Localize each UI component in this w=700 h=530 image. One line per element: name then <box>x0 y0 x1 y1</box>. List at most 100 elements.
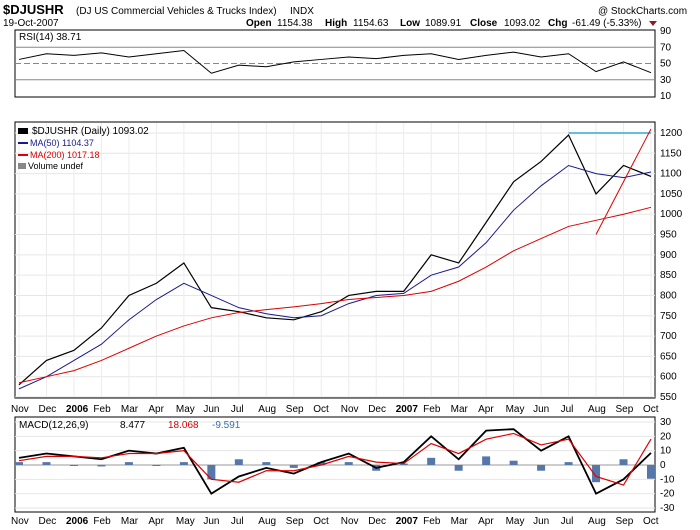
low-value: 1089.91 <box>425 18 462 29</box>
quote-bar: Open 1154.38 High 1154.63 Low 1089.91 Cl… <box>246 18 657 29</box>
macd-axis: -30 -20 -10 0 10 20 30 <box>660 417 675 514</box>
price-tick-1050: 1050 <box>660 189 683 200</box>
x-axis-bottom: Nov Dec 2006 Feb Mar Apr May Jun Jul Aug Sep Oct Nov… <box>11 516 659 527</box>
x-label-top-11: Oct <box>313 404 329 415</box>
rsi-legend: RSI(14) 38.71 <box>19 32 82 43</box>
price-tick-550: 550 <box>660 392 677 403</box>
macd-series <box>15 428 655 495</box>
macd-hist-bar-22 <box>619 459 628 465</box>
macd-hist-bar-17 <box>482 456 491 465</box>
macd-legend-label: MACD(12,26,9) <box>19 420 88 431</box>
x-label-top-12: Nov <box>341 404 359 415</box>
high-label: High <box>325 18 347 29</box>
rsi-series <box>18 49 652 74</box>
down-arrow-icon <box>649 21 657 26</box>
x-axis-top: Nov Dec 2006 Feb Mar Apr May Jun Jul Aug Sep Oct Nov… <box>11 404 659 415</box>
ma50-line <box>18 164 652 390</box>
x-label-top-9: Aug <box>258 404 276 415</box>
copyright: @ StockCharts.com <box>598 6 687 17</box>
price-line <box>18 134 652 386</box>
x-label-bottom-3: Feb <box>93 516 111 527</box>
volume-legend-label: Volume undef <box>28 161 84 171</box>
macd-tick--10: -10 <box>660 474 675 485</box>
x-label-bottom-5: Apr <box>148 516 164 527</box>
macd-hist-bar-12 <box>344 462 353 465</box>
rsi-axis: 10 30 50 70 90 <box>660 26 672 102</box>
macd-tick--20: -20 <box>660 489 675 500</box>
rsi-tick-10: 10 <box>660 91 672 102</box>
macd-hist-bar-21 <box>592 465 601 483</box>
macd-hist-bar-23 <box>647 465 655 479</box>
macd-legend: MACD(12,26,9) 8.477 18.068 -9.591 <box>19 420 241 431</box>
macd-hist-bar-7 <box>207 465 216 480</box>
price-tick-1100: 1100 <box>660 169 682 180</box>
macd-hist-bar-8 <box>234 459 243 465</box>
x-label-bottom-13: Dec <box>368 516 386 527</box>
price-tick-650: 650 <box>660 351 677 362</box>
open-label: Open <box>246 18 272 29</box>
ma200-legend-label: MA(200) 1017.18 <box>30 150 100 160</box>
ma50-legend-label: MA(50) 1104.37 <box>30 138 94 148</box>
macd-hist-bar-3 <box>97 465 106 467</box>
price-tick-800: 800 <box>660 290 677 301</box>
x-label-bottom-0: Nov <box>11 516 29 527</box>
x-label-top-5: Apr <box>148 404 164 415</box>
x-label-top-0: Nov <box>11 404 29 415</box>
x-label-top-10: Sep <box>286 404 304 415</box>
rsi-tick-30: 30 <box>660 75 672 86</box>
x-label-top-6: May <box>176 404 195 415</box>
signal-line <box>18 432 652 486</box>
x-label-bottom-23: Oct <box>643 516 659 527</box>
price-tick-1150: 1150 <box>660 148 682 159</box>
macd-grid <box>15 421 655 509</box>
x-label-top-17: Apr <box>478 404 494 415</box>
x-label-top-8: Jul <box>231 404 244 415</box>
price-legend-label: $DJUSHR (Daily) 1093.02 <box>32 126 149 137</box>
x-label-bottom-12: Nov <box>341 516 359 527</box>
rsi-grid <box>15 46 655 81</box>
chg-label: Chg <box>548 18 567 29</box>
x-label-bottom-15: Feb <box>423 516 441 527</box>
x-label-bottom-19: Jun <box>533 516 549 527</box>
price-tick-850: 850 <box>660 270 677 281</box>
rsi-tick-70: 70 <box>660 42 672 53</box>
macd-hist-bar-9 <box>262 462 271 465</box>
macd-hist-bar-1 <box>42 462 51 465</box>
macd-tick-10: 10 <box>660 446 672 457</box>
x-label-top-14: 2007 <box>396 404 419 415</box>
macd-hist-bar-0 <box>15 462 23 465</box>
x-label-bottom-16: Mar <box>451 516 469 527</box>
index-name: (DJ US Commercial Vehicles & Trucks Inde… <box>76 6 277 17</box>
price-series <box>18 128 652 390</box>
macd-hist-bar-16 <box>454 465 463 471</box>
x-label-bottom-21: Aug <box>588 516 606 527</box>
exchange-label: INDX <box>290 6 314 17</box>
x-label-bottom-17: Apr <box>478 516 494 527</box>
x-label-top-18: May <box>506 404 525 415</box>
x-label-bottom-22: Sep <box>616 516 634 527</box>
x-label-bottom-4: Mar <box>121 516 139 527</box>
x-label-top-23: Oct <box>643 404 659 415</box>
macd-legend-value: 8.477 <box>120 420 145 431</box>
price-tick-950: 950 <box>660 230 677 241</box>
chart-date: 19-Oct-2007 <box>3 18 59 29</box>
high-value: 1154.63 <box>353 18 389 29</box>
x-label-bottom-18: May <box>506 516 525 527</box>
price-legend-swatch <box>18 128 28 134</box>
price-tick-1000: 1000 <box>660 209 683 220</box>
chg-value: -61.49 (-5.33%) <box>572 18 641 29</box>
price-tick-1200: 1200 <box>660 128 683 139</box>
macd-line <box>18 428 652 495</box>
volume-legend-swatch <box>18 163 26 169</box>
close-label: Close <box>470 18 498 29</box>
price-tick-700: 700 <box>660 331 677 342</box>
macd-tick-30: 30 <box>660 417 672 428</box>
x-label-top-4: Mar <box>121 404 139 415</box>
price-axis: 550 600 650 700 750 800 850 900 950 1000 1050 1100 1… <box>660 128 683 403</box>
macd-hist-bar-2 <box>69 465 78 466</box>
x-label-top-13: Dec <box>368 404 386 415</box>
x-label-top-19: Jun <box>533 404 549 415</box>
low-label: Low <box>400 18 420 29</box>
price-tick-750: 750 <box>660 311 677 322</box>
